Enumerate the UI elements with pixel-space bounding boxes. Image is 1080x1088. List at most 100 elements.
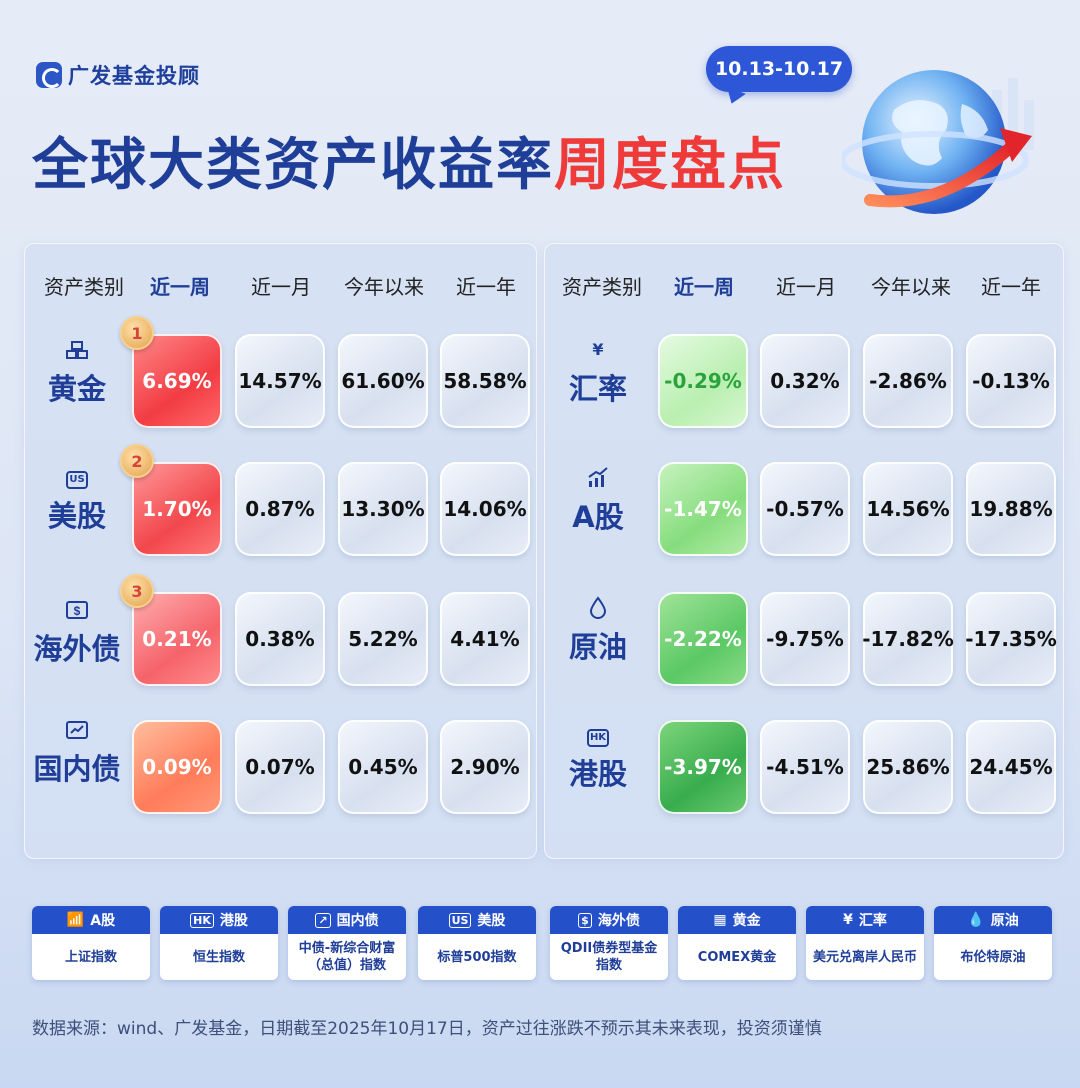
oil-drop-icon: 💧 bbox=[967, 912, 985, 928]
crude-oil-week-value: -2.22% bbox=[658, 592, 748, 686]
category-name: 原油 bbox=[568, 630, 627, 664]
legend-desc: QDII债券型基金指数 bbox=[560, 941, 658, 973]
date-range-badge: 10.13-10.17 bbox=[706, 46, 852, 92]
fx-ytd-value: -2.86% bbox=[863, 334, 953, 428]
title-main: 全球大类资产收益率 bbox=[32, 133, 554, 198]
legend-desc: COMEX黄金 bbox=[697, 949, 777, 965]
fx-year-value: -0.13% bbox=[966, 334, 1056, 428]
gold-month-value: 14.57% bbox=[235, 334, 325, 428]
data-source-footer: 数据来源：wind、广发基金，日期截至2025年10月17日，资产过往涨跌不预示… bbox=[32, 1019, 822, 1039]
chart-up-icon: 📶 bbox=[66, 912, 85, 928]
left-header-month: 近一月 bbox=[251, 275, 311, 299]
gold-bar-icon bbox=[66, 341, 88, 359]
us-stock-week-value: 1.70% bbox=[132, 462, 222, 556]
crude-oil-ytd-value: -17.82% bbox=[862, 592, 954, 686]
rank-medal-icon: 3 bbox=[120, 574, 154, 608]
category-name: 美股 bbox=[47, 499, 106, 533]
fx-month-value: 0.32% bbox=[760, 334, 850, 428]
crude-oil-month-value: -9.75% bbox=[760, 592, 850, 686]
a-share-month-value: -0.57% bbox=[760, 462, 850, 556]
domestic-bond-month-value: 0.07% bbox=[235, 720, 325, 814]
legend-desc: 上证指数 bbox=[64, 949, 117, 965]
crude-oil-year-value: -17.35% bbox=[965, 592, 1057, 686]
legend-title: 港股 bbox=[219, 913, 248, 929]
hk-stock-ytd-value: 25.86% bbox=[863, 720, 953, 814]
right-header-category: 资产类别 bbox=[562, 275, 642, 299]
brand: 广发基金投顾 bbox=[36, 60, 200, 90]
overseas-bond-week-value: 0.21% bbox=[132, 592, 222, 686]
legend-title: 黄金 bbox=[732, 913, 761, 929]
rank-medal-icon: 1 bbox=[120, 316, 154, 350]
legend-card-hk-stock: HK 港股 恒生指数 bbox=[160, 906, 278, 980]
left-header-week: 近一周 bbox=[150, 275, 210, 299]
category-hk-stock: HK 港股 bbox=[548, 726, 648, 822]
domestic-bond-ytd-value: 0.45% bbox=[338, 720, 428, 814]
legend-card-us-stock: US 美股 标普500指数 bbox=[418, 906, 536, 980]
a-share-ytd-value: 14.56% bbox=[863, 462, 953, 556]
overseas-bond-year-value: 4.41% bbox=[440, 592, 530, 686]
yen-icon: ¥ bbox=[592, 340, 604, 359]
legend-desc: 布伦特原油 bbox=[960, 949, 1026, 965]
yen-icon: ¥ bbox=[843, 912, 853, 928]
us-icon: US bbox=[448, 912, 472, 928]
category-name: 国内债 bbox=[33, 752, 121, 786]
domestic-bond-year-value: 2.90% bbox=[440, 720, 530, 814]
dollar-bond-icon: $ bbox=[578, 912, 592, 928]
left-header-year: 近一年 bbox=[456, 275, 516, 299]
legend-desc: 美元兑离岸人民币 bbox=[812, 949, 917, 965]
legend-title: 海外债 bbox=[597, 913, 640, 929]
legend-title: 原油 bbox=[990, 913, 1019, 929]
us-stock-ytd-value: 13.30% bbox=[338, 462, 428, 556]
dollar-bond-icon: $ bbox=[66, 601, 88, 619]
right-header-ytd: 今年以来 bbox=[871, 275, 951, 299]
legend-card-fx: ¥ 汇率 美元兑离岸人民币 bbox=[806, 906, 924, 980]
category-a-share: A股 bbox=[548, 466, 648, 562]
legend-title: A股 bbox=[90, 913, 116, 929]
category-name: A股 bbox=[572, 500, 624, 534]
us-icon: US bbox=[66, 471, 88, 489]
hk-icon: HK bbox=[587, 729, 609, 747]
category-domestic-bond: 国内债 bbox=[27, 718, 127, 814]
gold-ytd-value: 61.60% bbox=[338, 334, 428, 428]
hk-stock-year-value: 24.45% bbox=[966, 720, 1056, 814]
legend-desc: 标普500指数 bbox=[437, 949, 517, 965]
svg-text:$: $ bbox=[74, 604, 81, 618]
hk-stock-week-value: -3.97% bbox=[658, 720, 748, 814]
globe-icon bbox=[842, 70, 1034, 214]
legend-card-overseas-bond: $ 海外债 QDII债券型基金指数 bbox=[550, 906, 668, 980]
chart-up-icon bbox=[588, 467, 608, 487]
brand-name: 广发基金投顾 bbox=[68, 64, 200, 88]
category-name: 汇率 bbox=[568, 372, 627, 406]
gold-bar-icon: ▦ bbox=[713, 912, 727, 928]
domestic-bond-week-value: 0.09% bbox=[132, 720, 222, 814]
page-title: 全球大类资产收益率周度盘点 bbox=[32, 120, 786, 201]
legend-title: 美股 bbox=[477, 913, 506, 929]
oil-drop-icon bbox=[589, 596, 607, 619]
right-header-month: 近一月 bbox=[776, 275, 836, 299]
us-stock-year-value: 14.06% bbox=[440, 462, 530, 556]
category-gold: 黄金 bbox=[27, 338, 127, 434]
category-fx: ¥ 汇率 bbox=[548, 338, 648, 434]
legend-title: 汇率 bbox=[858, 913, 887, 929]
category-crude-oil: 原油 bbox=[548, 596, 648, 692]
rank-medal-icon: 2 bbox=[120, 444, 154, 478]
hk-icon: HK bbox=[190, 912, 214, 928]
a-share-week-value: -1.47% bbox=[658, 462, 748, 556]
category-overseas-bond: $ 海外债 bbox=[27, 598, 127, 694]
legend-card-gold: ▦ 黄金 COMEX黄金 bbox=[678, 906, 796, 980]
domestic-bond-icon: ↗ bbox=[315, 912, 331, 928]
gf-logo-icon bbox=[36, 62, 62, 88]
hk-stock-month-value: -4.51% bbox=[760, 720, 850, 814]
a-share-year-value: 19.88% bbox=[966, 462, 1056, 556]
category-us-stock: US 美股 bbox=[27, 468, 127, 564]
gold-week-value: 6.69% bbox=[132, 334, 222, 428]
left-header-ytd: 今年以来 bbox=[344, 275, 424, 299]
domestic-bond-icon bbox=[66, 721, 88, 739]
right-header-year: 近一年 bbox=[981, 275, 1041, 299]
title-highlight: 周度盘点 bbox=[554, 133, 786, 198]
category-name: 海外债 bbox=[33, 632, 121, 666]
category-name: 港股 bbox=[568, 757, 627, 791]
right-header-week: 近一周 bbox=[674, 275, 734, 299]
legend-desc: 恒生指数 bbox=[192, 949, 245, 965]
gold-year-value: 58.58% bbox=[440, 334, 530, 428]
